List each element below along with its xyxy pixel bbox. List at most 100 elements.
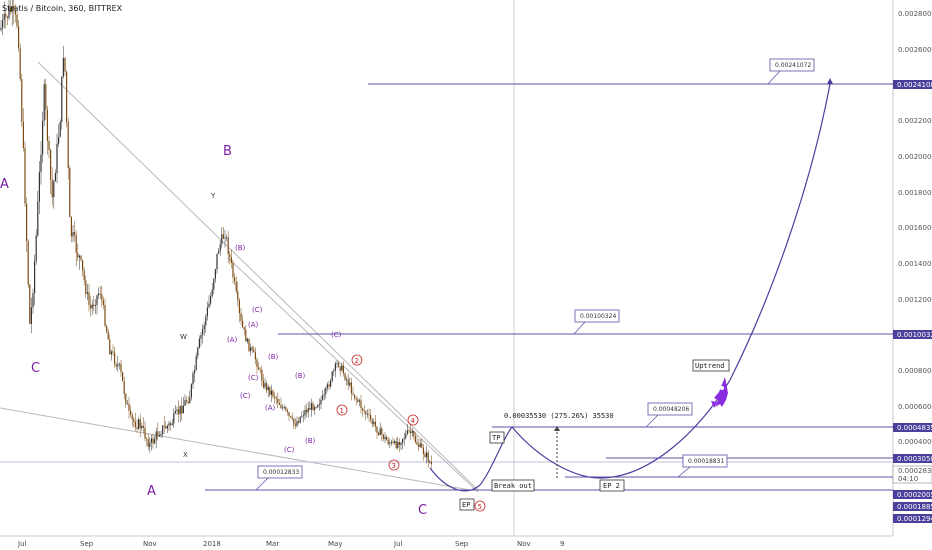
candle-body [53,181,55,198]
candle-body [227,237,229,255]
candle-body [2,20,4,28]
candle-body [5,14,7,17]
candle-body [128,403,130,411]
candle-body [138,419,140,429]
candle-body [306,410,308,413]
wave-circle-3 [388,459,400,471]
candle-body [232,262,234,278]
candle-body [142,425,144,428]
wave-label-w: W [180,333,187,341]
candle-body [130,410,132,415]
price-tag-ep: 0.00020053 [897,491,932,499]
candle-body [290,416,292,417]
candle-body [24,147,26,204]
candle-body [150,438,152,443]
candle-body [314,407,316,411]
candle-body [280,404,282,409]
candle-body [256,359,258,368]
wave-label-sub-7: (B) [295,372,306,380]
candle-body [418,444,420,447]
candle-body [29,284,31,324]
candle-body [264,383,266,388]
candle-body [333,370,335,372]
candle-body [182,405,184,414]
candle-body [173,413,175,424]
breakout-label: Break out [494,482,532,490]
price-tag-0001294: 0.00012949 [897,515,932,523]
candle-body [410,431,412,434]
candle-body [30,307,32,324]
candle-body [299,416,301,423]
candle-body [203,325,205,330]
candle-body [398,442,400,445]
candle-body [96,295,98,306]
wave-label-a-bottom: A [147,484,156,499]
callout-leader-tp [645,414,659,428]
candle-body [294,424,296,427]
y-tick-7: 0.00140000 [898,260,932,268]
candle-body [139,419,141,429]
candle-body [19,48,21,79]
candle-body [59,121,61,137]
candle-body [88,292,90,305]
candle-body [120,363,122,372]
candle-body [98,293,100,296]
candle-body [386,436,388,441]
candle-body [122,372,124,381]
candle-body [170,423,172,425]
callout-ep2: 0.00018831 [688,458,724,465]
candle-body [101,294,103,301]
candle-body [26,203,28,242]
candle-body [376,426,378,433]
candle-body [202,329,204,335]
candle-body [211,289,213,297]
candle-body [323,394,325,396]
candle-body [424,453,426,458]
candle-body [354,394,356,399]
candle-body [362,408,364,411]
tp-box [489,431,505,444]
wave-circle-4 [407,414,419,426]
candle-body [274,396,276,398]
uptrend-label: Uptrend [695,362,725,370]
candle-body [326,384,328,389]
y-axis: 0.00280000 0.00260000 0.00220000 0.00200… [898,10,932,446]
callout-box-c [574,309,620,323]
candle-body [221,234,223,245]
callout-tp: 0.00048206 [653,406,689,413]
candle-body [165,426,167,429]
price-tag-bg-ep [893,490,932,499]
candle-body [181,405,183,414]
y-tick-5: 0.00180000 [898,189,932,197]
wave-label-c-left: C [31,361,40,376]
candle-body [350,382,352,394]
candle-body [6,16,8,18]
candle-body [82,260,84,271]
candle-body [341,365,343,371]
candle-body [387,440,389,444]
ep2-label: EP 2 [603,482,620,490]
candle-body [104,305,106,326]
candle-body [392,441,394,444]
candle-body [178,409,180,415]
candle-body [427,452,429,462]
candle-body [302,415,304,417]
candle-body [338,363,340,367]
wave-label-x: X [183,451,188,459]
candle-body [214,269,216,279]
candle-body [94,305,96,306]
candle-body [216,253,218,270]
candle-body [123,381,125,394]
price-tag-ep2: 0.00030504 [897,455,932,463]
candle-body [78,255,80,258]
candle-body [272,390,274,397]
candle-body [0,27,2,30]
wave-label-c-right: C [418,503,427,518]
candle-body [93,304,95,306]
lower-trendline [0,407,471,491]
candle-body [218,251,220,254]
callout-c: 0.00100324 [580,313,616,320]
candle-body [235,281,237,292]
candle-body [42,120,44,155]
